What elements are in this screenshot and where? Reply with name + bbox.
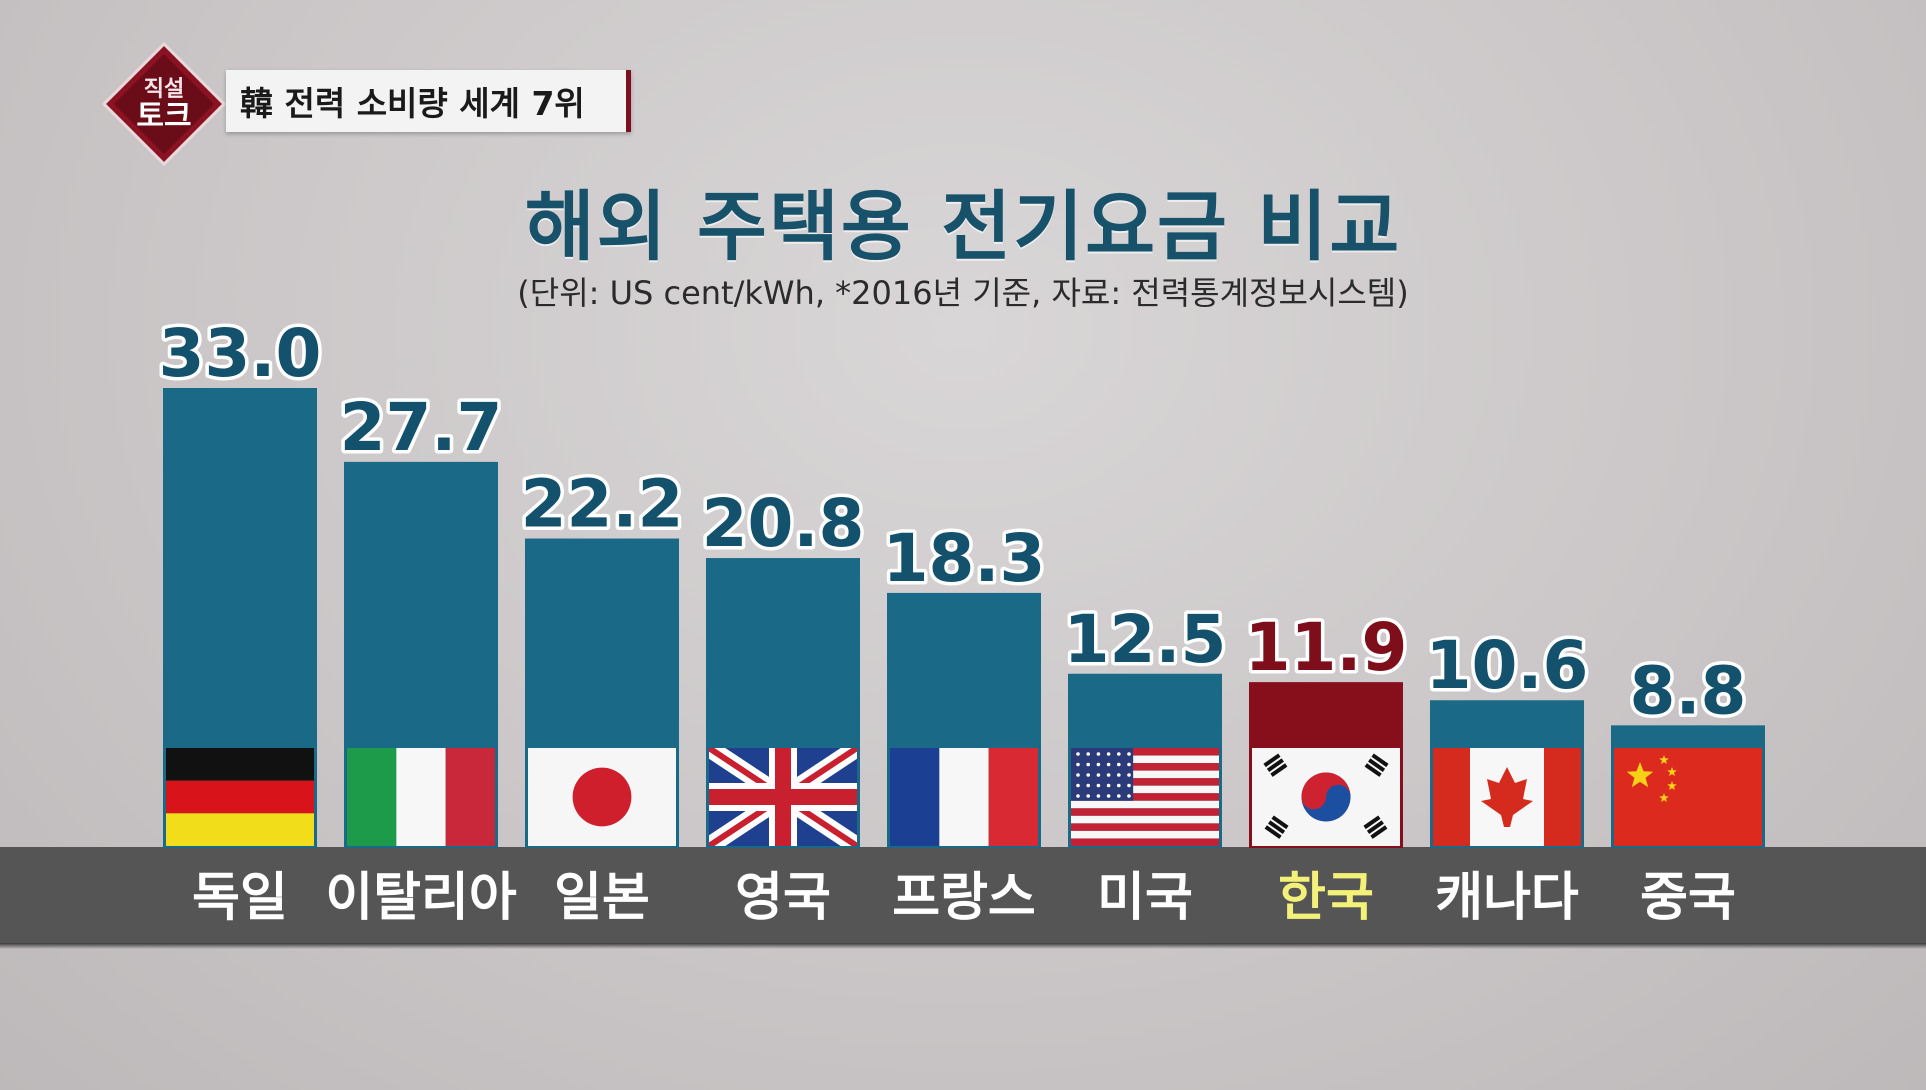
bar-group: 12.5 미국 (1060, 597, 1230, 928)
germany-flag (166, 748, 314, 846)
china-flag (1614, 748, 1762, 846)
bar-group: 8.8 중국 (1611, 649, 1765, 928)
value-label: 12.5 (1064, 601, 1227, 678)
broadcast-logo-icon: 직설 토크 (101, 41, 227, 167)
svg-text:토크: 토크 (136, 99, 191, 134)
usa-flag (1071, 748, 1219, 846)
bar-group: 20.8 영국 (698, 482, 868, 928)
bar-group: 10.6 캐나다 (1422, 624, 1592, 928)
italy-flag (347, 748, 495, 846)
chart-title: 해외 주택용 전기요금 비교 (524, 182, 1402, 271)
category-label: 일본 (554, 868, 650, 928)
category-label: 프랑스 (892, 868, 1036, 928)
bar-group: 11.9 한국 (1241, 606, 1411, 928)
bar-group: 18.3 프랑스 (879, 516, 1049, 928)
bar-group: 27.7 이탈리아 (325, 385, 517, 928)
value-label: 27.7 (340, 389, 503, 466)
band-shadow (0, 943, 1926, 949)
category-label: 독일 (192, 868, 288, 928)
bar-group: 22.2 일본 (517, 462, 687, 928)
category-label: 영국 (735, 868, 831, 928)
bar-group: 33.0 독일 (155, 312, 325, 929)
korea-flag (1252, 748, 1400, 846)
category-label: 이탈리아 (325, 868, 517, 928)
chart-subtitle: (단위: US cent/kWh, *2016년 기준, 자료: 전력통계정보시… (517, 274, 1409, 312)
value-label: 18.3 (883, 520, 1046, 597)
value-label: 22.2 (521, 466, 684, 543)
category-label: 캐나다 (1435, 868, 1579, 928)
value-label: 20.8 (702, 485, 865, 562)
value-label: 11.9 (1245, 609, 1408, 686)
svg-text:직설: 직설 (144, 77, 184, 102)
japan-flag (528, 748, 676, 846)
france-flag (890, 748, 1038, 846)
value-label: 33.0 (159, 315, 322, 392)
category-label: 미국 (1097, 868, 1193, 928)
topic-tag: 韓 전력 소비량 세계 7위 (226, 70, 631, 132)
category-label-band (0, 847, 1926, 943)
category-label: 한국 (1278, 868, 1374, 928)
value-label: 8.8 (1630, 652, 1747, 729)
topic-tag-text: 韓 전력 소비량 세계 7위 (240, 84, 585, 123)
uk-flag (709, 748, 857, 846)
value-label: 10.6 (1426, 627, 1589, 704)
canada-flag (1433, 748, 1581, 846)
category-label: 중국 (1640, 868, 1736, 928)
